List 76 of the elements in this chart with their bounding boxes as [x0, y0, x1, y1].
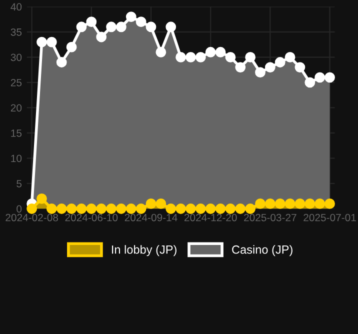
point — [274, 198, 286, 209]
point — [156, 46, 166, 58]
point — [205, 204, 216, 214]
point — [36, 36, 47, 48]
y-tick-label: 35 — [10, 28, 22, 36]
legend-label: In lobby (JP) — [112, 245, 176, 256]
point — [294, 198, 306, 209]
point — [264, 62, 276, 73]
y-tick-label: 10 — [11, 154, 22, 162]
point — [195, 204, 206, 214]
y-tick-label: 40 — [10, 3, 22, 11]
point — [146, 22, 156, 32]
point — [284, 52, 296, 62]
point — [264, 198, 276, 209]
point — [116, 22, 126, 32]
point — [96, 32, 107, 42]
y-tick-label: 25 — [10, 78, 22, 86]
point — [255, 67, 266, 78]
point — [126, 12, 136, 22]
y-tick-label: 5 — [16, 180, 22, 188]
point — [76, 204, 87, 214]
point — [96, 204, 107, 214]
point — [245, 52, 256, 62]
point — [324, 198, 335, 209]
point — [146, 198, 156, 209]
point — [36, 193, 47, 204]
x-tick-label: 2025-07-01 — [304, 214, 356, 222]
point — [215, 46, 226, 58]
x-tick-label: 2024-12-20 — [184, 214, 237, 222]
point — [186, 204, 196, 214]
point — [314, 198, 326, 209]
y-tick-label: 0 — [16, 205, 22, 213]
legend-label: Casino (JP) — [232, 245, 292, 256]
point — [215, 204, 226, 214]
point — [186, 52, 196, 62]
point — [304, 198, 316, 209]
x-tick-label: 2024-09-14 — [124, 214, 178, 222]
point — [274, 57, 286, 68]
y-tick-label: 30 — [10, 54, 22, 62]
point — [166, 204, 176, 214]
point — [106, 22, 116, 32]
point — [324, 72, 335, 83]
point — [176, 52, 186, 62]
point — [166, 22, 176, 32]
point — [205, 46, 216, 58]
x-tick-label: 2024-02-08 — [6, 214, 58, 222]
point — [156, 198, 166, 209]
point — [304, 77, 316, 88]
point — [294, 62, 306, 73]
point — [106, 204, 116, 214]
point — [255, 198, 266, 209]
point — [225, 52, 236, 62]
point — [116, 204, 126, 214]
point — [56, 57, 67, 68]
point — [235, 62, 246, 73]
point — [76, 22, 87, 32]
point — [66, 204, 77, 214]
point — [56, 204, 67, 214]
point — [195, 52, 206, 62]
point — [86, 204, 97, 214]
point — [245, 204, 256, 214]
x-tick-label: 2024-06-10 — [65, 214, 118, 222]
x-tick-label: 2025-03-27 — [244, 214, 296, 222]
point — [136, 16, 146, 28]
point — [284, 198, 296, 209]
y-tick-label: 15 — [11, 130, 22, 137]
point — [235, 204, 246, 214]
point — [314, 72, 326, 83]
point — [225, 204, 236, 214]
y-tick-label: 20 — [10, 104, 22, 112]
point — [66, 42, 77, 52]
point — [136, 204, 146, 214]
point — [126, 204, 136, 214]
point — [46, 36, 57, 48]
point — [176, 204, 186, 214]
point — [86, 16, 97, 28]
